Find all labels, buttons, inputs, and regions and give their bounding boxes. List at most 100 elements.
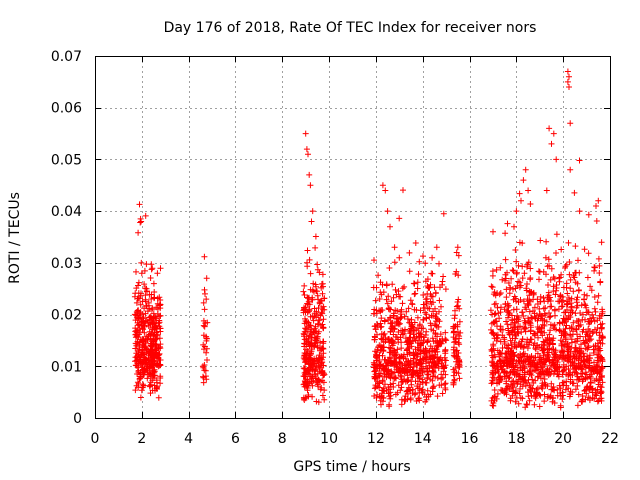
data-point [154,306,161,313]
data-point [542,254,549,261]
data-point [533,386,540,393]
data-point [201,306,208,313]
data-point [505,311,512,318]
data-point [595,255,602,262]
x-tick-label: 8 [278,431,287,447]
data-point [203,376,210,383]
data-point [147,275,154,281]
data-point [555,298,562,305]
data-point [502,350,509,357]
data-point [538,313,545,320]
data-point [586,328,593,334]
data-point [314,261,321,268]
data-point [513,306,520,313]
data-point [509,267,516,274]
data-point [154,383,161,390]
data-point [567,166,574,173]
data-point [382,356,389,363]
data-point [543,187,550,194]
data-point [135,314,142,321]
data-point [395,288,402,295]
data-point [586,354,593,361]
data-point [572,386,579,393]
data-point [502,301,509,308]
data-point [382,381,388,388]
data-point [505,309,512,316]
data-point [400,366,407,373]
data-point [439,335,446,342]
data-point [404,377,411,384]
data-point [560,367,567,374]
data-point [138,270,145,277]
data-point [385,293,392,300]
data-point [429,377,436,384]
data-point [378,335,385,342]
data-point [374,391,381,398]
data-point [313,398,320,405]
data-point [503,286,510,293]
data-point [132,345,139,352]
data-point [203,296,210,303]
data-point [587,379,594,386]
data-point [583,329,589,336]
data-point [432,290,439,297]
data-point [157,312,164,319]
data-point [562,341,568,348]
data-point [597,279,604,286]
data-point [426,314,433,321]
data-point [434,375,441,381]
data-point [398,339,405,346]
data-point [312,233,319,240]
data-point [371,368,378,375]
data-point [513,358,520,365]
data-point [411,352,418,359]
data-point [428,270,435,277]
data-point [564,68,571,75]
data-point [132,358,138,365]
data-point [442,346,449,353]
data-point [388,298,395,305]
data-point [138,290,144,297]
data-point [487,307,494,314]
data-point [502,277,508,284]
data-point [524,401,531,408]
data-point [526,361,533,368]
data-point [422,260,429,267]
data-point [523,285,530,292]
y-tick-label: 0.03 [51,256,82,272]
data-point [430,312,437,319]
data-point [582,369,589,376]
data-point [394,334,400,341]
data-point [450,372,457,379]
data-point [529,368,536,375]
data-point [492,318,499,325]
data-point [519,275,526,282]
data-point [505,348,512,355]
data-point [379,398,386,405]
data-point [203,337,210,344]
data-point [427,281,434,288]
data-point [387,395,394,402]
data-point [310,317,317,324]
data-point [594,354,601,361]
data-point [599,358,606,365]
data-point [511,319,518,326]
data-point [314,333,321,340]
data-point [557,337,564,344]
data-point [490,402,497,409]
data-point [565,239,572,246]
data-point [512,324,519,331]
data-point [504,356,511,363]
data-point [414,285,421,292]
data-point [406,249,413,256]
data-point [394,308,401,314]
data-point [304,263,311,270]
data-point [515,278,522,285]
data-point [313,337,320,343]
data-point [154,352,161,359]
data-point [570,319,577,326]
data-point [385,305,392,312]
data-point [503,385,510,392]
data-point [595,197,602,204]
y-tick-label: 0.01 [51,359,82,375]
